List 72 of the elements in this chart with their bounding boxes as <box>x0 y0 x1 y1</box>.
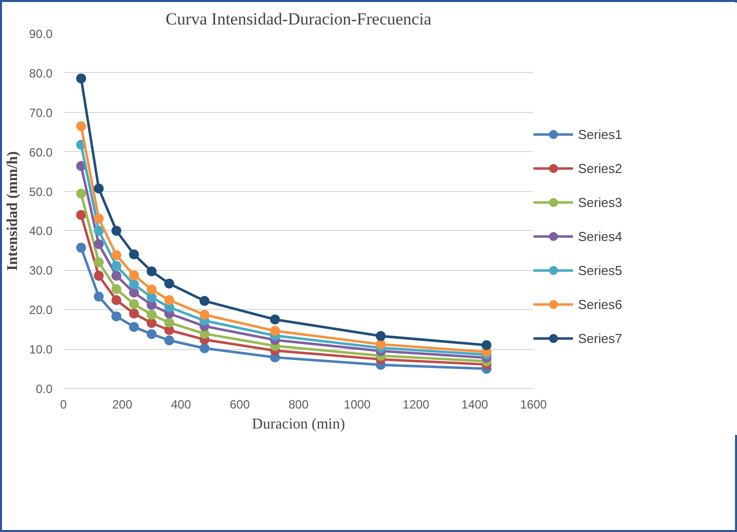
y-axis-title: Intensidad (mm/h) <box>5 151 22 271</box>
x-tick-label: 800 <box>288 398 309 412</box>
point <box>270 314 280 324</box>
point <box>111 295 122 306</box>
legend-label: Series5 <box>578 262 622 278</box>
point <box>129 299 139 310</box>
point <box>200 310 210 320</box>
point <box>164 318 174 328</box>
point <box>94 292 104 302</box>
y-tick-label: 0.0 <box>36 382 53 396</box>
point <box>111 226 122 236</box>
point <box>146 310 157 320</box>
y-tick-label: 10.0 <box>29 342 53 357</box>
point <box>146 284 157 294</box>
point <box>129 270 139 280</box>
x-tick-label: 1600 <box>520 398 548 412</box>
point <box>146 329 157 340</box>
point <box>76 210 86 220</box>
point <box>129 279 139 290</box>
point <box>76 121 86 132</box>
x-tick-label: 600 <box>230 398 250 412</box>
y-tick-label: 70.0 <box>29 106 53 120</box>
legend-label: Series6 <box>578 296 622 312</box>
legend-label: Series4 <box>578 228 622 244</box>
point <box>111 260 122 271</box>
point <box>270 326 280 336</box>
x-tick-label: 1000 <box>344 398 371 412</box>
point <box>129 308 139 319</box>
point <box>111 250 122 260</box>
chart-title: Curva Intensidad-Duracion-Frecuencia <box>166 10 432 28</box>
point <box>94 270 104 281</box>
point <box>111 311 122 322</box>
x-axis-title: Duracion (min) <box>252 416 345 432</box>
point <box>146 266 157 276</box>
point <box>200 343 210 354</box>
point <box>200 296 210 306</box>
x-tick-label: 0 <box>60 398 68 412</box>
y-tick-label: 30.0 <box>29 264 53 278</box>
legend-label: Series3 <box>578 194 622 210</box>
point <box>76 242 86 253</box>
point <box>111 270 122 281</box>
x-tick-label: 1200 <box>402 398 430 412</box>
point <box>146 318 157 328</box>
y-tick-label: 80.0 <box>29 66 53 80</box>
point <box>376 339 386 350</box>
point <box>94 239 104 250</box>
point <box>129 249 139 260</box>
point <box>129 322 139 332</box>
point <box>164 278 174 289</box>
point <box>164 335 174 346</box>
x-tick-label: 1400 <box>461 398 488 412</box>
point <box>94 226 104 236</box>
point <box>94 184 104 194</box>
legend-label: Series2 <box>578 160 622 176</box>
point <box>94 257 104 268</box>
x-tick-label: 400 <box>170 398 192 412</box>
x-tick-label: 200 <box>112 398 133 412</box>
y-tick-label: 60.0 <box>29 145 53 160</box>
point <box>376 331 386 342</box>
point <box>111 284 122 294</box>
point <box>164 295 174 306</box>
y-tick-label: 40.0 <box>29 224 53 238</box>
y-tick-label: 50.0 <box>29 184 53 199</box>
point <box>76 188 86 199</box>
point <box>129 288 139 298</box>
legend-label: Series1 <box>578 126 622 142</box>
point <box>76 73 86 84</box>
y-tick-label: 90.0 <box>29 27 53 41</box>
legend-label: Series7 <box>578 330 622 346</box>
point <box>482 340 492 350</box>
point <box>94 214 104 224</box>
y-tick-label: 20.0 <box>29 303 53 318</box>
